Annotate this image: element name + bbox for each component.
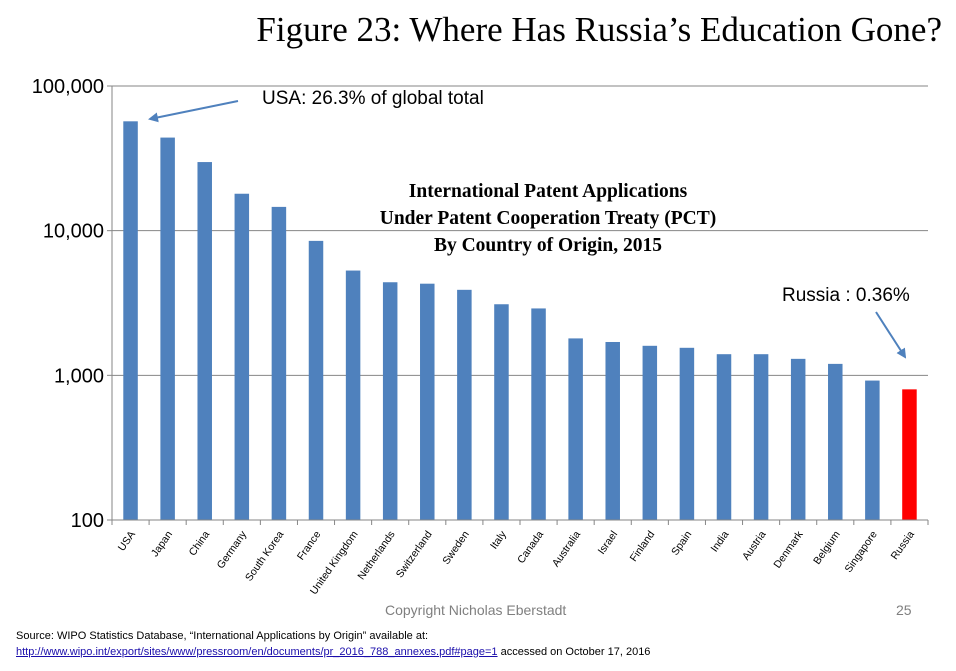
- x-tick-label: Finland: [628, 529, 658, 564]
- bar-chart: 100 1,000 10,000 100,000 USA Japan China German…: [32, 76, 929, 597]
- source-line-1: Source: WIPO Statistics Database, “Inter…: [16, 630, 429, 642]
- usa-annotation: USA: 26.3% of global total: [262, 88, 484, 109]
- bar-singapore: [865, 380, 880, 520]
- page-number: 25: [896, 602, 912, 618]
- axes: [107, 85, 929, 525]
- russia-annotation: Russia : 0.36%: [782, 285, 910, 306]
- bar-denmark: [790, 358, 806, 520]
- x-tick-label: Japan: [149, 529, 175, 559]
- bar-spain: [679, 347, 695, 520]
- x-tick-label: Singapore: [843, 529, 880, 575]
- bar-italy: [494, 304, 509, 520]
- bar-united-kingdom: [345, 270, 361, 520]
- x-tick-label: Spain: [669, 529, 694, 558]
- bar-china: [197, 162, 212, 520]
- x-tick-label: USA: [116, 529, 138, 554]
- x-tick-label: Sweden: [440, 529, 472, 567]
- bar-germany: [234, 193, 250, 520]
- x-tick-label: Denmark: [771, 528, 806, 570]
- annotation-arrows: [148, 100, 907, 359]
- bar-france: [308, 240, 324, 521]
- bar-india: [716, 354, 732, 520]
- x-tick-label: South Korea: [243, 529, 286, 584]
- bar-sweden: [457, 289, 472, 520]
- bar-south-korea: [271, 206, 287, 520]
- x-tick-label: Germany: [215, 528, 250, 571]
- bar-usa: [123, 121, 138, 520]
- source-line-2: http://www.wipo.int/export/sites/www/pre…: [16, 644, 650, 660]
- chart-title-line-1: International Patent Applications: [408, 181, 688, 202]
- x-tick-label: Russia: [889, 529, 917, 562]
- y-tick-label: 100: [71, 510, 104, 532]
- chart-title-line-2: Under Patent Cooperation Treaty (PCT): [379, 208, 717, 229]
- bar-belgium: [828, 363, 843, 520]
- chart-title-line-3: By Country of Origin, 2015: [433, 235, 663, 256]
- bar-finland: [642, 345, 658, 520]
- bar-israel: [605, 341, 620, 520]
- russia-arrow: [875, 311, 907, 359]
- y-tick-label: 1,000: [54, 365, 104, 387]
- x-tick-label: France: [295, 529, 324, 563]
- x-tick-label: India: [709, 529, 732, 555]
- bar-japan: [160, 137, 175, 520]
- bar-russia: [902, 389, 917, 520]
- figure-title: Figure 23: Where Has Russia’s Education …: [256, 10, 942, 49]
- bar-switzerland: [420, 283, 435, 520]
- x-tick-label: Israel: [596, 529, 621, 557]
- source-suffix: accessed on October 17, 2016: [497, 646, 651, 658]
- usa-arrow: [148, 100, 239, 123]
- source-note: Source: WIPO Statistics Database, “Inter…: [16, 628, 650, 660]
- source-link[interactable]: http://www.wipo.int/export/sites/www/pre…: [16, 646, 498, 658]
- bar-netherlands: [382, 282, 398, 520]
- x-tick-label: Belgium: [811, 529, 843, 567]
- chart-title: International Patent Applications Under …: [380, 178, 717, 259]
- y-tick-label: 100,000: [32, 76, 104, 98]
- y-tick-label: 10,000: [43, 221, 104, 243]
- x-tick-label: Austria: [740, 529, 769, 563]
- x-tick-label: China: [187, 529, 213, 558]
- x-tick-label: Canada: [515, 529, 546, 566]
- copyright-text: Copyright Nicholas Eberstadt: [385, 602, 567, 618]
- bar-australia: [568, 338, 583, 520]
- bar-canada: [531, 308, 546, 520]
- x-tick-label: Australia: [550, 529, 583, 569]
- x-tick-label: Switzerland: [394, 529, 435, 580]
- x-tick-label: Italy: [488, 528, 509, 551]
- x-tick-label: Netherlands: [355, 529, 397, 582]
- bars: [123, 121, 917, 521]
- bar-austria: [753, 354, 769, 520]
